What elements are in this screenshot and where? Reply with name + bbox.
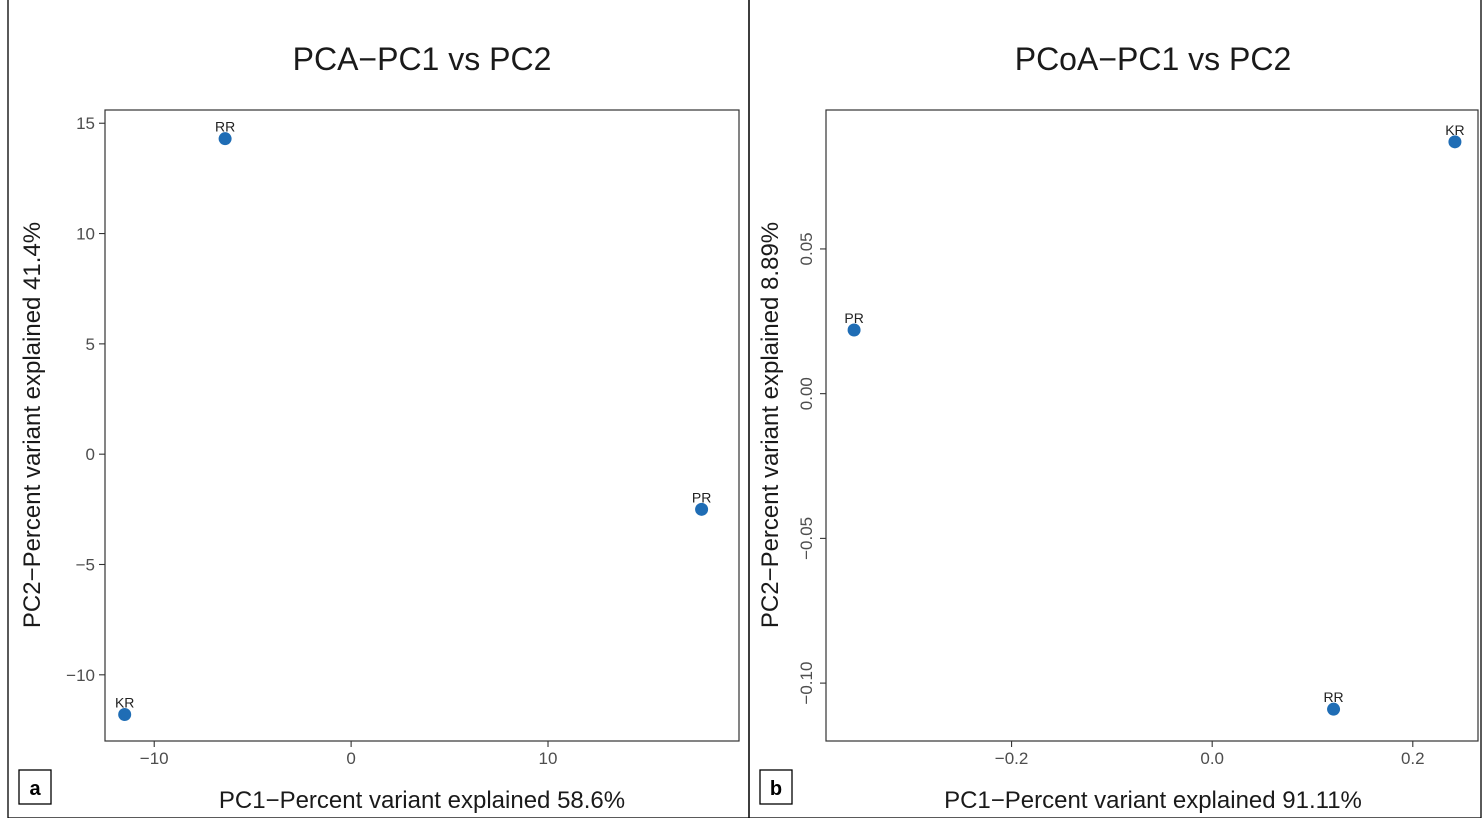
panel-b-point-kr — [1448, 135, 1462, 149]
panel-a-point-label-pr: PR — [692, 489, 711, 505]
panel-b-y-tick-label: −0.05 — [797, 517, 816, 560]
panel-b-x-tick-label: 0.0 — [1200, 749, 1224, 768]
panel-a-x-axis: −10 0 10 — [140, 741, 558, 768]
panel-b-x-tick-label: 0.2 — [1401, 749, 1425, 768]
panel-b-tag: b — [770, 778, 782, 800]
panel-a-point-pr — [695, 502, 709, 516]
panel-a-x-tick-label: 0 — [346, 749, 355, 768]
panel-b-pcoa-scatter: PCoA−PC1 vs PC2 −0.2 0.0 0.2 −0.10 −0.05 0.0… — [748, 0, 1482, 818]
panel-a-plot-area — [104, 109, 740, 742]
panel-a-y-tick-label: 0 — [86, 445, 95, 464]
panel-b-point-label-pr: PR — [844, 310, 863, 326]
panel-a-x-tick-label: 10 — [539, 749, 558, 768]
panel-b-point-label-rr: RR — [1323, 689, 1343, 705]
panel-b-x-axis-title: PC1−Percent variant explained 91.11% — [944, 787, 1362, 814]
panel-b-y-axis: −0.10 −0.05 0.00 0.05 — [797, 232, 826, 705]
panel-a-point-kr — [118, 708, 132, 722]
panel-b-point-label-kr: KR — [1445, 122, 1464, 138]
panel-b-tag-box — [759, 769, 793, 805]
panel-a-y-tick-label: 15 — [76, 114, 95, 133]
panel-b-y-axis-title: PC2−Percent variant explained 8.89% — [757, 222, 784, 628]
panel-a-y-tick-label: 10 — [76, 225, 95, 244]
panel-b-x-tick-label: −0.2 — [995, 749, 1029, 768]
panel-b-y-tick-label: 0.05 — [797, 232, 816, 265]
panel-a-y-axis-title: PC2−Percent variant explained 41.4% — [19, 222, 46, 628]
panel-b-y-tick-label: 0.00 — [797, 377, 816, 410]
panel-a-y-tick-label: −10 — [66, 666, 95, 685]
panel-b-x-axis: −0.2 0.0 0.2 — [995, 741, 1425, 768]
panel-b-point-pr — [847, 323, 861, 337]
panel-b-y-tick-label: −0.10 — [797, 662, 816, 705]
panel-b-point-rr — [1327, 702, 1341, 716]
panel-b-points: KR PR RR — [844, 122, 1465, 716]
panel-b-title: PCoA−PC1 vs PC2 — [1015, 41, 1292, 77]
panel-a-y-axis: −10 −5 0 5 10 15 — [66, 114, 105, 685]
panel-a-title: PCA−PC1 vs PC2 — [293, 41, 552, 77]
panel-a-tag: a — [29, 778, 41, 800]
panel-a-tag-box — [18, 769, 52, 805]
panel-a-point-label-kr: KR — [115, 695, 134, 711]
panel-a-point-label-rr: RR — [215, 119, 235, 135]
panel-b-frame — [748, 0, 1482, 818]
panel-a-point-rr — [218, 132, 232, 146]
panel-a-x-tick-label: −10 — [140, 749, 169, 768]
panel-a-y-tick-label: −5 — [76, 555, 95, 574]
panel-a-points: RR PR KR — [115, 119, 711, 722]
panel-a-x-axis-title: PC1−Percent variant explained 58.6% — [219, 787, 625, 814]
panel-a-y-tick-label: 5 — [86, 335, 95, 354]
panel-b-plot-area — [825, 109, 1479, 742]
panel-a-pca-scatter: PCA−PC1 vs PC2 −10 0 10 −10 −5 0 5 10 15 RR PR KR… — [7, 0, 750, 818]
